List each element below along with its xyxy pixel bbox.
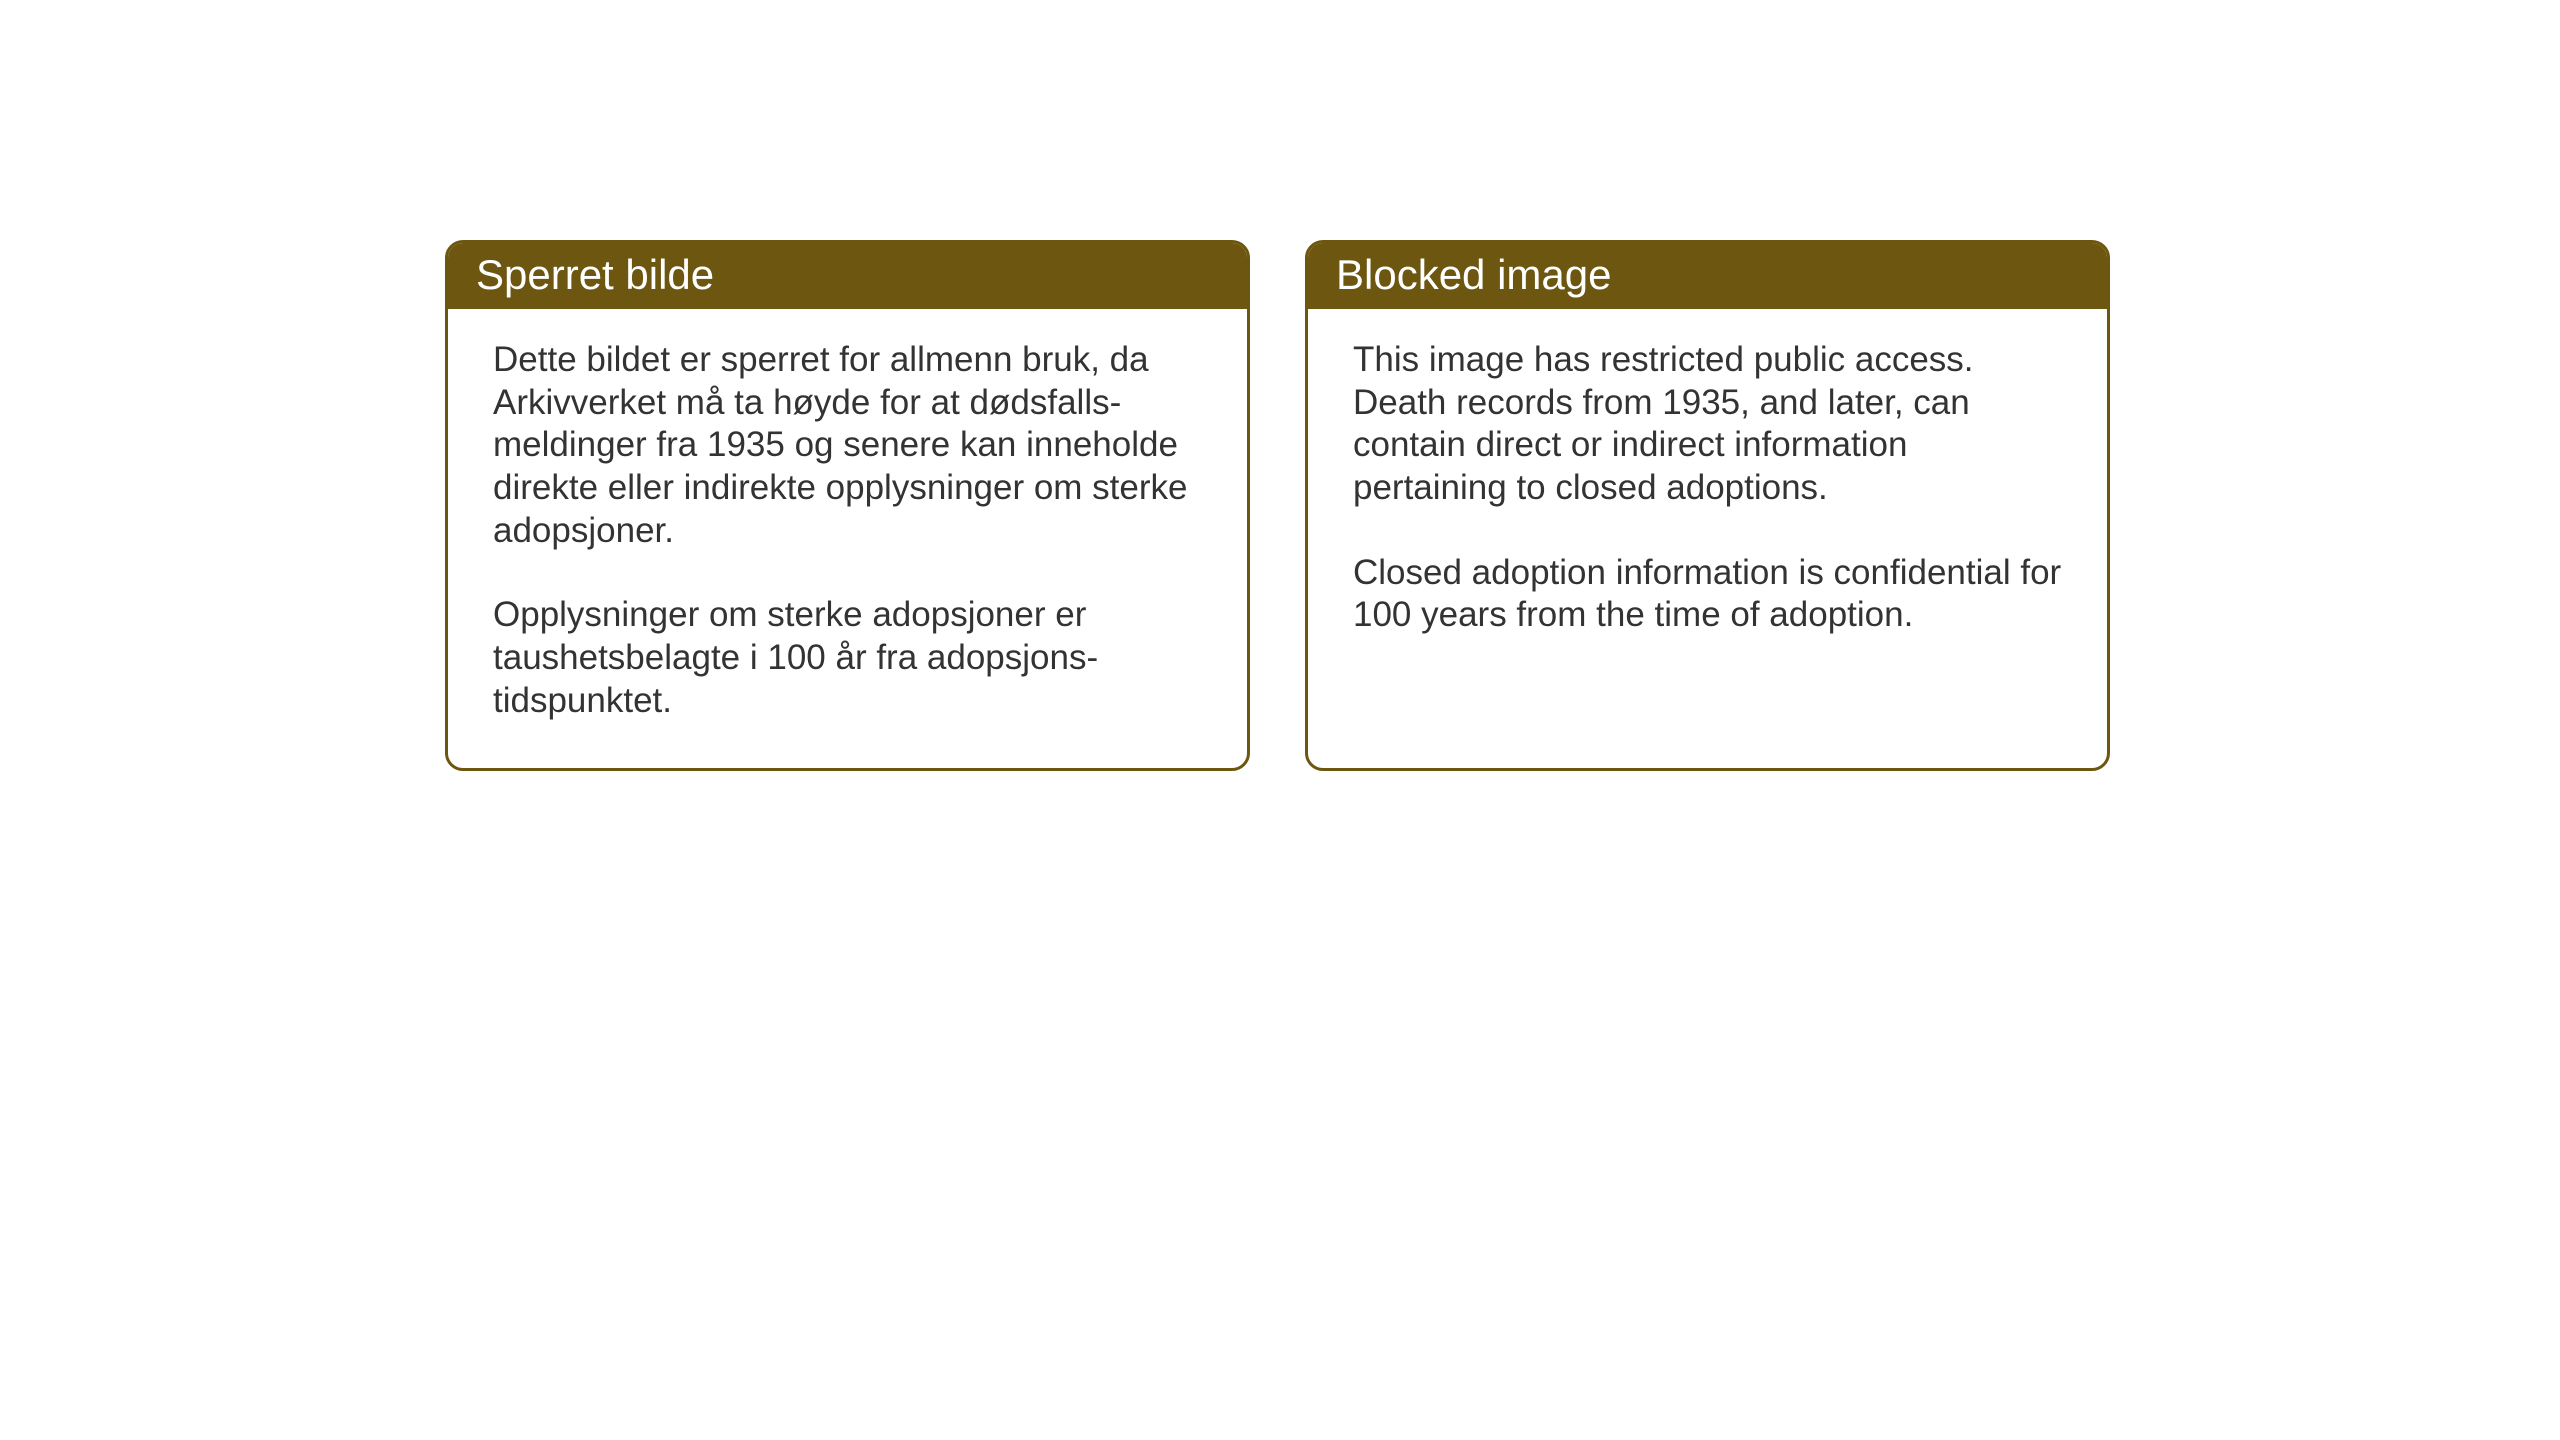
notice-card-norwegian: Sperret bilde Dette bildet er sperret fo…: [445, 240, 1250, 771]
notice-container: Sperret bilde Dette bildet er sperret fo…: [445, 240, 2110, 771]
notice-paragraph-2-english: Closed adoption information is confident…: [1353, 552, 2062, 637]
notice-body-norwegian: Dette bildet er sperret for allmenn bruk…: [448, 309, 1247, 768]
notice-paragraph-1-norwegian: Dette bildet er sperret for allmenn bruk…: [493, 339, 1202, 552]
notice-card-english: Blocked image This image has restricted …: [1305, 240, 2110, 771]
notice-header-english: Blocked image: [1308, 243, 2107, 309]
notice-paragraph-2-norwegian: Opplysninger om sterke adopsjoner er tau…: [493, 594, 1202, 722]
notice-header-norwegian: Sperret bilde: [448, 243, 1247, 309]
notice-paragraph-1-english: This image has restricted public access.…: [1353, 339, 2062, 510]
notice-body-english: This image has restricted public access.…: [1308, 309, 2107, 724]
